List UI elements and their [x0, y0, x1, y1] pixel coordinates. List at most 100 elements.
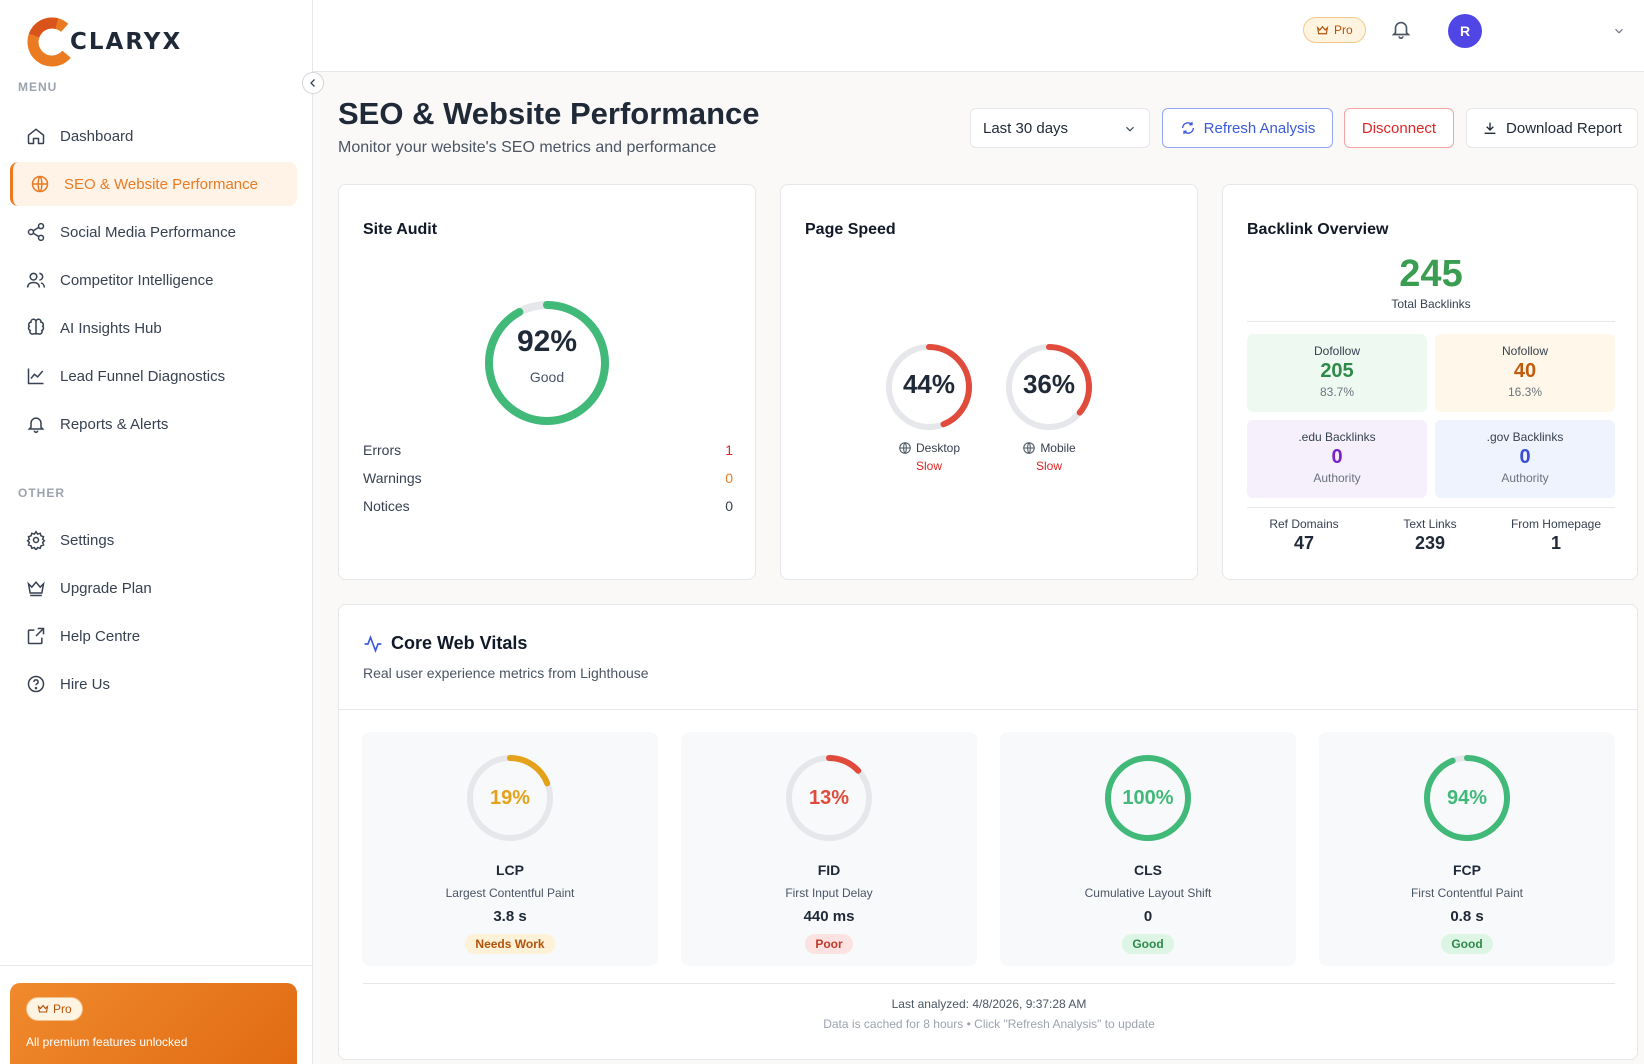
sidebar-item-competitor[interactable]: Competitor Intelligence — [10, 258, 297, 302]
dofollow-box: Dofollow 205 83.7% — [1247, 334, 1427, 412]
sidebar-item-seo[interactable]: SEO & Website Performance — [10, 162, 297, 206]
gov-label: .gov Backlinks — [1486, 430, 1564, 444]
dofollow-label: Dofollow — [1313, 344, 1361, 358]
cls-value: 0 — [1143, 908, 1153, 925]
ref-domains-value: 47 — [1293, 533, 1315, 553]
edu-value: 0 — [1331, 446, 1343, 468]
logo-mark-icon — [24, 14, 80, 70]
sidebar-item-dashboard[interactable]: Dashboard — [10, 114, 297, 158]
sidebar-item-social[interactable]: Social Media Performance — [10, 210, 297, 254]
page-speed-title: Page Speed — [805, 221, 896, 238]
chevron-down-icon[interactable] — [1612, 24, 1626, 38]
page-title: SEO & Website Performance — [338, 96, 760, 131]
sidebar-item-label: Competitor Intelligence — [60, 271, 214, 289]
notifications-bell-icon[interactable] — [1390, 18, 1414, 42]
dofollow-value: 205 — [1320, 360, 1354, 382]
help-circle-icon — [26, 674, 46, 694]
chevron-down-icon — [1126, 126, 1134, 132]
from-homepage-value: 1 — [1550, 533, 1561, 553]
sidebar-item-label: Hire Us — [60, 675, 111, 693]
refresh-analysis-button[interactable]: Refresh Analysis — [1162, 108, 1333, 148]
fcp-status: Good — [1441, 934, 1493, 954]
backlink-divider — [1247, 321, 1615, 322]
sidebar-item-label: Help Centre — [60, 627, 141, 645]
cwv-subtitle: Real user experience metrics from Lighth… — [363, 665, 649, 681]
fid-status-badge: Poor — [681, 934, 977, 954]
fid-score: 13% — [808, 786, 850, 809]
download-icon — [1484, 122, 1496, 134]
collapse-sidebar-button[interactable] — [302, 72, 324, 94]
desktop-speed-gauge — [886, 344, 972, 430]
gov-value: 0 — [1519, 446, 1531, 468]
site-audit-card: Site Audit 92% Good Errors 1 Warnings 0 … — [338, 184, 756, 580]
sidebar-item-lead-funnel[interactable]: Lead Funnel Diagnostics — [10, 354, 297, 398]
audit-row-label: Warnings — [363, 470, 422, 486]
backlink-overview-card: Backlink Overview 245 Total Backlinks Do… — [1222, 184, 1638, 580]
sidebar-item-label: Lead Funnel Diagnostics — [60, 367, 226, 385]
sidebar-item-reports[interactable]: Reports & Alerts — [10, 402, 297, 446]
cls-status: Good — [1122, 934, 1174, 954]
menu-section-label: MENU — [18, 80, 58, 94]
date-range-select[interactable]: Last 30 days — [970, 108, 1150, 148]
text-links-label: Text Links — [1403, 517, 1457, 531]
nofollow-box: Nofollow 40 16.3% — [1435, 334, 1615, 412]
mobile-speed-arc — [1006, 344, 1092, 430]
logo[interactable]: CLARYX — [24, 14, 180, 70]
crown-icon — [26, 578, 46, 598]
sidebar-item-upgrade[interactable]: Upgrade Plan — [10, 566, 297, 610]
fid-status: Poor — [805, 934, 853, 954]
pro-card-text: All premium features unlocked — [26, 1035, 188, 1049]
logo-text: CLARYX — [70, 29, 183, 55]
from-homepage-label: From Homepage — [1510, 517, 1602, 531]
cls-arc — [1105, 755, 1191, 841]
sidebar-item-ai-insights[interactable]: AI Insights Hub — [10, 306, 297, 350]
sidebar-item-label: Settings — [60, 531, 115, 549]
fcp-value: 0.8 s — [1450, 908, 1484, 925]
mobile-label-row: Mobile — [999, 441, 1099, 455]
crown-icon — [1316, 25, 1329, 34]
audit-row-notices: Notices 0 — [363, 498, 733, 514]
sidebar-item-help[interactable]: Help Centre — [10, 614, 297, 658]
disconnect-button[interactable]: Disconnect — [1344, 108, 1454, 148]
gear-icon — [26, 530, 46, 550]
chevron-left-icon — [310, 79, 315, 87]
page-subtitle: Monitor your website's SEO metrics and p… — [338, 139, 717, 156]
desktop-score: 44% — [902, 369, 956, 399]
from-homepage-stat: From Homepage 1 — [1496, 517, 1616, 554]
download-report-button[interactable]: Download Report — [1466, 108, 1638, 148]
home-icon — [26, 126, 46, 146]
lcp-status-badge: Needs Work — [362, 934, 658, 954]
text-links-value: 239 — [1414, 533, 1446, 553]
other-section-label: OTHER — [18, 486, 65, 500]
backlink-title: Backlink Overview — [1247, 221, 1389, 238]
desktop-label: Desktop — [915, 441, 961, 455]
top-pro-badge[interactable]: Pro — [1303, 17, 1366, 43]
lcp-abbr: LCP — [496, 862, 524, 878]
ref-domains-label: Ref Domains — [1269, 517, 1339, 531]
gov-sub: Authority — [1501, 471, 1549, 485]
external-link-icon — [26, 626, 46, 646]
audit-row-errors: Errors 1 — [363, 442, 733, 458]
user-avatar[interactable]: R — [1448, 14, 1482, 48]
sidebar-item-label: Reports & Alerts — [60, 415, 169, 433]
fcp-score: 94% — [1446, 786, 1488, 809]
sidebar-item-hire-us[interactable]: Hire Us — [10, 662, 297, 706]
fid-arc — [786, 755, 872, 841]
share-icon — [26, 222, 46, 242]
dofollow-pct: 83.7% — [1319, 385, 1355, 399]
sidebar: CLARYX MENU Dashboard SEO & Website Perf… — [0, 0, 313, 1064]
lcp-gauge — [467, 755, 553, 841]
line-chart-icon — [26, 366, 46, 386]
sidebar-item-label: Social Media Performance — [60, 223, 236, 241]
total-backlinks-label: Total Backlinks — [1391, 297, 1471, 311]
last-analyzed-text: Last analyzed: 4/8/2026, 9:37:28 AM — [891, 997, 1087, 1011]
fcp-name: First Contentful Paint — [1410, 886, 1524, 900]
sidebar-item-settings[interactable]: Settings — [10, 518, 297, 562]
cwv-title: Core Web Vitals — [391, 633, 528, 653]
audit-row-value: 1 — [725, 442, 733, 458]
desktop-label-row: Desktop — [879, 441, 979, 455]
vital-card-lcp: 19% LCP Largest Contentful Paint 3.8 s N… — [362, 732, 658, 966]
crown-icon — [37, 1004, 49, 1013]
vital-card-fcp: 94% FCP First Contentful Paint 0.8 s Goo… — [1319, 732, 1615, 966]
audit-row-warnings: Warnings 0 — [363, 470, 733, 486]
